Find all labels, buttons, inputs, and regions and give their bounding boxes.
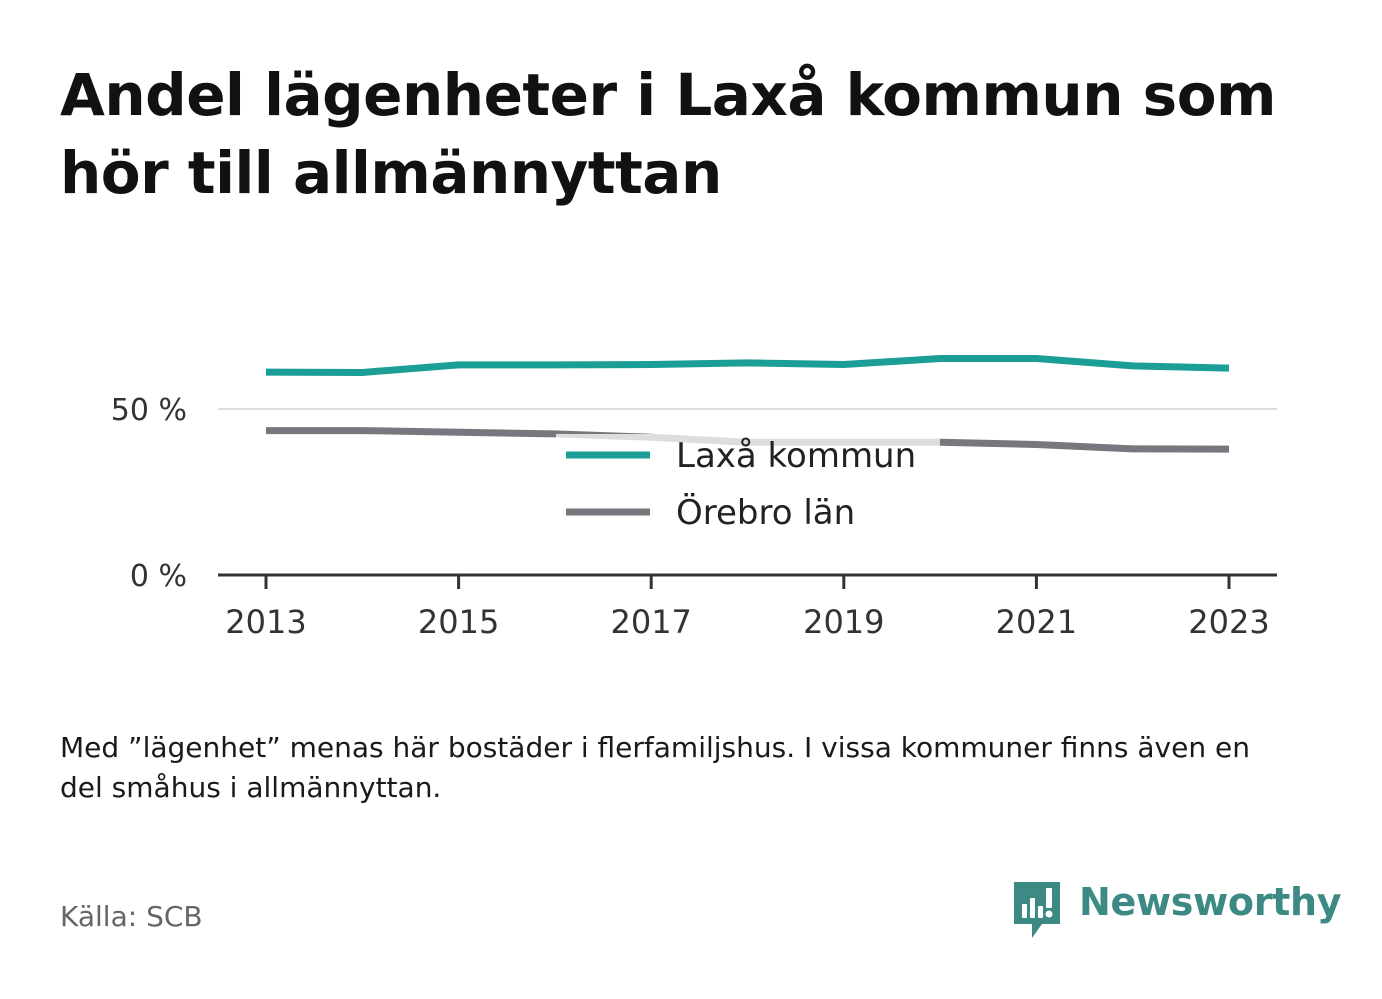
brand-name: Newsworthy <box>1079 880 1342 924</box>
y-axis-labels: 0 % 50 % <box>111 393 187 594</box>
footnote: Med ”lägenhet” menas här bostäder i fler… <box>60 731 1250 804</box>
x-tick-label: 2019 <box>803 603 884 641</box>
brand-logo: Newsworthy <box>1012 878 1342 942</box>
legend: Laxå kommun Örebro län <box>556 434 940 540</box>
x-axis: 2013 2015 2017 2019 2021 2023 <box>218 573 1277 641</box>
series-line <box>265 355 1230 376</box>
y-tick-label: 50 % <box>111 393 187 428</box>
y-tick-label: 0 % <box>130 559 187 594</box>
source-label: Källa: SCB <box>60 900 203 933</box>
x-tick-label: 2017 <box>610 603 691 641</box>
x-tick-label: 2023 <box>1188 603 1269 641</box>
line-chart: 0 % 50 % 2013 2015 2017 2019 2021 2023 Laxå ko… <box>111 355 1277 641</box>
chart-title: Andel lägenheter i Laxå kommun som hör t… <box>60 61 1276 207</box>
x-tick-label: 2021 <box>996 603 1077 641</box>
newsworthy-logo-icon <box>1014 882 1060 938</box>
x-tick-label: 2015 <box>418 603 499 641</box>
x-tick-label: 2013 <box>225 603 306 641</box>
legend-label: Örebro län <box>676 492 855 533</box>
legend-label: Laxå kommun <box>676 436 916 476</box>
